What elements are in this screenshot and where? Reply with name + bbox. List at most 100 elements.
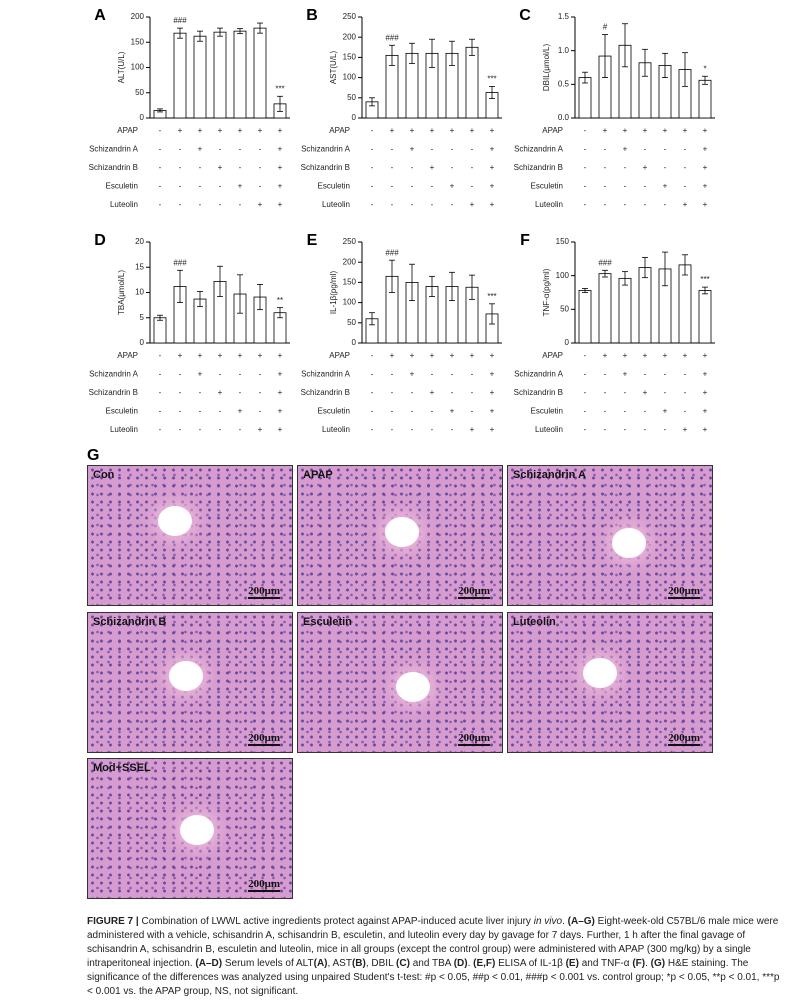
treatment-mark: +	[278, 200, 283, 209]
treatment-mark: -	[239, 145, 242, 154]
significance: *	[703, 64, 706, 73]
treatment-mark: -	[624, 425, 627, 434]
central-vein	[612, 528, 646, 558]
treatment-mark: -	[179, 145, 182, 154]
treatment-mark: -	[644, 425, 647, 434]
treatment-mark: -	[371, 163, 374, 172]
caption-text: Eight-week-old C57BL/6 male mice were ad…	[87, 916, 779, 969]
treatment-mark: -	[239, 163, 242, 172]
treatment-mark: +	[623, 145, 628, 154]
caption-text: (A–G)	[567, 916, 595, 927]
caption-text: (C)	[396, 958, 410, 969]
treatment-mark: +	[278, 425, 283, 434]
treatment-label: Schizandrin B	[514, 388, 563, 397]
treatment-mark: +	[278, 145, 283, 154]
treatment-mark: +	[703, 388, 708, 397]
caption: FIGURE 7 | Combination of LWWL active in…	[87, 915, 787, 999]
central-vein	[180, 815, 214, 845]
treatment-mark: +	[258, 200, 263, 209]
treatment-mark: -	[604, 425, 607, 434]
treatment-mark: +	[278, 407, 283, 416]
treatment-label: Schizandrin A	[89, 145, 139, 154]
panel-label: APAP	[303, 469, 333, 481]
treatment-mark: -	[259, 182, 262, 191]
significance: ###	[385, 33, 399, 42]
treatment-mark: +	[703, 126, 708, 135]
treatment-mark: -	[371, 351, 374, 360]
treatment-mark: -	[664, 388, 667, 397]
treatment-label: Schizandrin B	[301, 388, 350, 397]
treatment-mark: +	[603, 351, 608, 360]
treatment-mark: +	[218, 388, 223, 397]
treatment-mark: +	[703, 182, 708, 191]
treatment-mark: -	[199, 425, 202, 434]
panel-label: F	[520, 232, 530, 249]
panel-label: Luteolin	[513, 616, 556, 628]
treatment-mark: -	[179, 370, 182, 379]
significance: **	[277, 296, 283, 305]
treatment-mark: -	[411, 163, 414, 172]
caption-text: FIGURE 7 |	[87, 916, 139, 927]
treatment-mark: +	[703, 200, 708, 209]
treatment-mark: -	[411, 407, 414, 416]
y-tick-label: 150	[556, 237, 570, 246]
y-tick-label: 0	[565, 338, 570, 347]
treatment-mark: +	[258, 126, 263, 135]
panel-label: Esculetin	[303, 616, 352, 628]
caption-text: .	[467, 958, 474, 969]
scale-bar: 200μm	[458, 585, 490, 599]
treatment-mark: -	[219, 200, 222, 209]
treatment-mark: -	[584, 407, 587, 416]
treatment-mark: +	[490, 126, 495, 135]
caption-text: (G)	[650, 958, 666, 969]
treatment-mark: -	[239, 200, 242, 209]
caption-text: in vivo	[533, 916, 563, 927]
treatment-mark: +	[703, 145, 708, 154]
y-tick-label: 10	[135, 288, 144, 297]
treatment-mark: -	[371, 182, 374, 191]
scale-bar: 200μm	[668, 585, 700, 599]
caption-text: and TNF-α	[578, 958, 633, 969]
treatment-mark: -	[471, 388, 474, 397]
treatment-mark: -	[624, 407, 627, 416]
treatment-mark: +	[278, 182, 283, 191]
treatment-mark: +	[490, 163, 495, 172]
treatment-mark: +	[470, 200, 475, 209]
treatment-mark: -	[259, 145, 262, 154]
y-tick-label: 100	[343, 298, 357, 307]
treatment-label: Schizandrin B	[514, 163, 563, 172]
treatment-mark: -	[684, 407, 687, 416]
treatment-mark: -	[219, 145, 222, 154]
treatment-mark: -	[604, 370, 607, 379]
caption-text: , DBIL	[365, 958, 397, 969]
histology-panel: Con 200μm	[87, 465, 293, 606]
treatment-mark: -	[471, 370, 474, 379]
histology-panel: Schizandrin A 200μm	[507, 465, 713, 606]
treatment-mark: -	[159, 370, 162, 379]
y-tick-label: 0	[140, 113, 145, 122]
treatment-mark: -	[371, 126, 374, 135]
treatment-mark: +	[683, 351, 688, 360]
treatment-mark: -	[391, 370, 394, 379]
treatment-mark: -	[239, 425, 242, 434]
y-tick-label: 200	[131, 12, 145, 21]
treatment-mark: +	[278, 163, 283, 172]
treatment-mark: -	[584, 126, 587, 135]
treatment-mark: +	[450, 351, 455, 360]
treatment-mark: -	[159, 388, 162, 397]
y-tick-label: 150	[131, 37, 145, 46]
y-axis-label: TBA(μmol/L)	[117, 270, 126, 315]
treatment-mark: -	[584, 388, 587, 397]
significance: ***	[487, 292, 496, 301]
treatment-label: APAP	[117, 126, 138, 135]
treatment-mark: -	[584, 425, 587, 434]
treatment-mark: +	[198, 370, 203, 379]
treatment-mark: +	[683, 126, 688, 135]
panel-label: Con	[93, 469, 115, 481]
treatment-mark: -	[644, 370, 647, 379]
bar	[193, 35, 207, 119]
scale-bar: 200μm	[668, 732, 700, 746]
bar	[698, 290, 712, 344]
treatment-mark: -	[411, 200, 414, 209]
treatment-mark: +	[703, 407, 708, 416]
